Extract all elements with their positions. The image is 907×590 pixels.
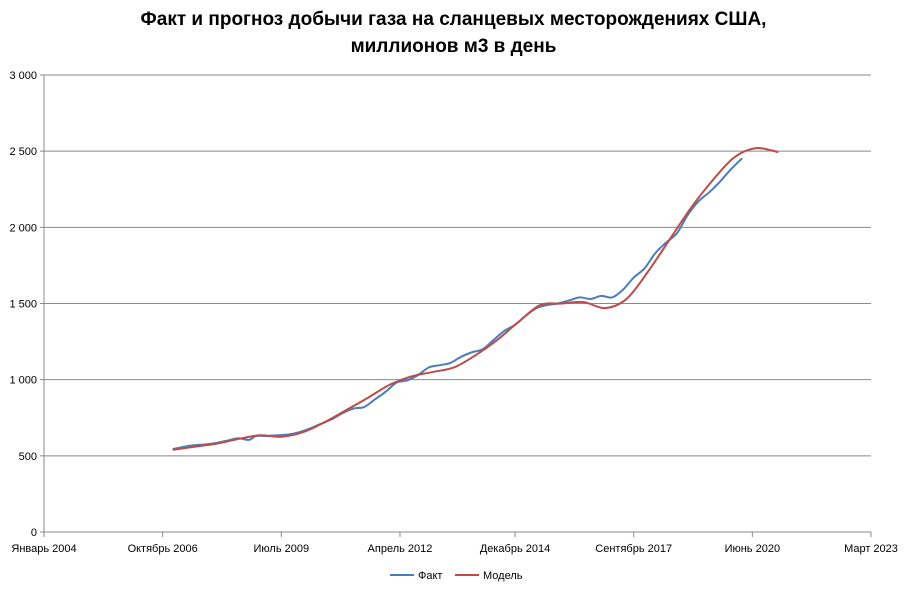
chart-title-line-1: Факт и прогноз добычи газа на сланцевых …	[140, 9, 767, 30]
y-tick-label: 1 500	[9, 299, 37, 311]
legend-label: Факт	[418, 570, 442, 582]
y-tick-label: 2 500	[9, 146, 37, 158]
series-lines	[172, 147, 779, 451]
chart-title-line-2: миллионов м3 в день	[350, 36, 557, 57]
x-tick-label: Июнь 2020	[725, 543, 781, 555]
legend-label: Модель	[483, 570, 523, 582]
series-line-model	[172, 147, 779, 451]
y-tick-label: 2 000	[9, 222, 37, 234]
x-tick-label: Январь 2004	[11, 543, 76, 555]
axes	[40, 74, 872, 537]
y-tick-label: 1 000	[9, 375, 37, 387]
x-tick-label: Октябрь 2006	[128, 543, 198, 555]
x-tick-labels: Январь 2004 Октябрь 2006 Июль 2009 Апрель 2…	[11, 543, 898, 555]
x-tick-label: Июль 2009	[254, 543, 310, 555]
y-tick-label: 500	[19, 451, 37, 463]
y-tick-labels: 0 500 1 000 1 500 2 000 2 500 3 000	[9, 70, 37, 539]
chart-title: Факт и прогноз добычи газа на сланцевых …	[0, 6, 907, 60]
gridlines	[44, 74, 871, 457]
x-tick-label: Март 2023	[844, 543, 898, 555]
y-tick-label: 0	[31, 527, 37, 539]
x-tick-label: Апрель 2012	[368, 543, 433, 555]
legend: Факт Модель	[390, 570, 523, 582]
x-tick-label: Декабрь 2014	[480, 543, 550, 555]
x-tick-label: Сентябрь 2017	[595, 543, 672, 555]
y-tick-label: 3 000	[9, 70, 37, 82]
